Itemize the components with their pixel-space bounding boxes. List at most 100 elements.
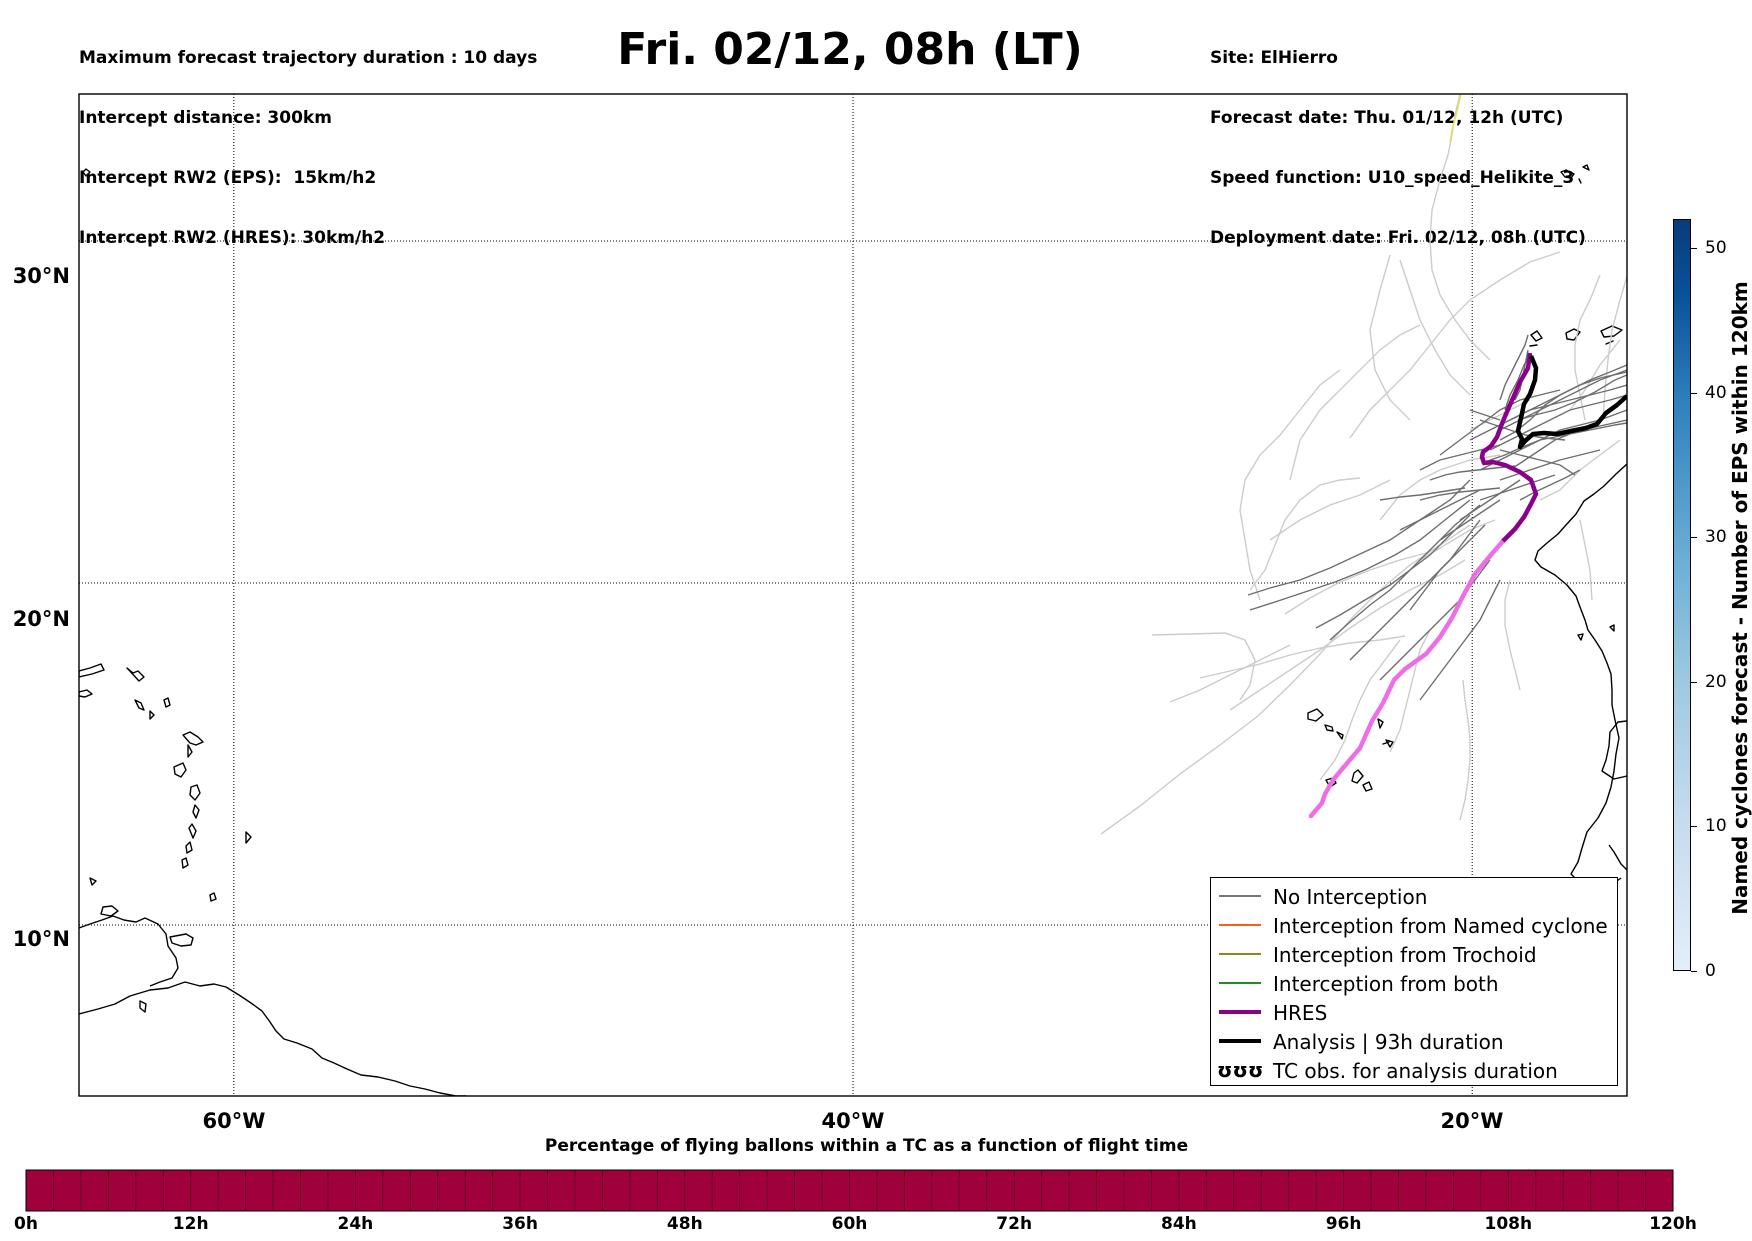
- eps-track: [1499, 334, 1529, 401]
- eps-track: [1289, 324, 1421, 481]
- legend-label: No Interception: [1273, 885, 1428, 909]
- eps-track: [1399, 259, 1471, 396]
- eps-track: [1419, 579, 1501, 701]
- header-left-line: Intercept distance: 300km: [79, 108, 332, 128]
- lat-tick-label: 10°N: [12, 927, 70, 951]
- legend-swatch: [1219, 1039, 1261, 1043]
- colorbar-tick-mark: [1691, 681, 1697, 683]
- colorbar-tick-mark: [1691, 247, 1697, 249]
- legend-swatch: [1219, 924, 1261, 926]
- eps-track: [1379, 487, 1466, 501]
- flight-time-tick-label: 24h: [337, 1214, 374, 1234]
- eps-track: [1329, 504, 1481, 641]
- coast-madeira: [1560, 164, 1590, 184]
- hres-projection-track: [1308, 538, 1506, 819]
- coast-africa-south: [1608, 844, 1627, 871]
- eps-track: [1284, 551, 1431, 615]
- coast-guadeloupe: [182, 731, 204, 758]
- eps-track: [1509, 419, 1627, 471]
- legend-item-no-interception: No Interception: [1211, 883, 1617, 912]
- coast-virgin-islands: [126, 667, 155, 720]
- flight-time-tick-label: 108h: [1484, 1214, 1533, 1234]
- coast-south-america: [79, 981, 466, 1096]
- eps-track: [1574, 274, 1601, 421]
- colorbar-tick-mark: [1691, 971, 1697, 972]
- header-left-line: Intercept RW2 (HRES): 30km/h2: [79, 228, 386, 248]
- legend-item-both: Interception from both: [1211, 970, 1617, 999]
- flight-time-tick-label: 72h: [996, 1214, 1033, 1234]
- eps-track: [1379, 454, 1501, 521]
- flight-time-tick-label: 36h: [502, 1214, 538, 1234]
- map-frame: [78, 93, 1628, 1097]
- coast-small-islands: [82, 168, 252, 917]
- legend-swatch: [1219, 982, 1261, 984]
- eps-track: [1489, 422, 1627, 461]
- eps-track: [1499, 449, 1601, 481]
- legend-item-trochoid: Interception from Trochoid: [1211, 941, 1617, 970]
- eps-track: [1504, 579, 1521, 691]
- lon-tick-label: 60°W: [202, 1109, 266, 1133]
- coast-venezuela-gulf: [79, 915, 179, 987]
- coast-puerto-rico: [79, 663, 105, 698]
- eps-track: [1409, 524, 1486, 611]
- eps-track: [1249, 499, 1471, 611]
- eps-track: [1247, 479, 1471, 596]
- coast-antilles: [139, 762, 217, 1013]
- eps-count-colorbar: [1673, 219, 1691, 971]
- eps-track: [1349, 251, 1561, 439]
- eps-track: [1479, 474, 1556, 501]
- colorbar-tick-label: 30: [1705, 527, 1727, 548]
- eps-track: [1517, 374, 1627, 421]
- colorbar-tick-label: 10: [1705, 816, 1727, 837]
- flight-time-tick-label: 120h: [1649, 1214, 1697, 1234]
- legend-item-hres: HRES: [1211, 999, 1617, 1028]
- eps-track: [1369, 254, 1411, 421]
- header-left: Maximum forecast trajectory duration : 1…: [79, 8, 537, 268]
- legend-label: Interception from Trochoid: [1273, 943, 1537, 967]
- eps-track: [1379, 559, 1491, 681]
- eps-track: [1269, 479, 1391, 541]
- legend-label: Analysis | 93h duration: [1273, 1030, 1504, 1054]
- eps-track: [1315, 514, 1471, 629]
- legend-label: HRES: [1273, 1001, 1328, 1025]
- eps-track: [1429, 465, 1516, 481]
- tc-obs-icon: ʊʊʊ: [1217, 1058, 1264, 1082]
- header-right-line: Site: ElHierro: [1210, 48, 1338, 68]
- header-right: Site: ElHierro Forecast date: Thu. 01/12…: [1210, 8, 1586, 268]
- eps-track: [1169, 644, 1291, 703]
- page-title: Fri. 02/12, 08h (LT): [617, 24, 1083, 75]
- eps-track: [1199, 635, 1406, 679]
- coast-africa: [1534, 463, 1627, 889]
- legend-swatch: [1219, 1010, 1261, 1014]
- eps-track: [1100, 524, 1471, 835]
- lon-tick-label: 20°W: [1440, 1109, 1504, 1133]
- eps-track: [1319, 639, 1401, 781]
- eps-track: [1459, 479, 1521, 521]
- flight-time-tick-label: 0h: [14, 1214, 38, 1234]
- flight-time-colorbar-title: Percentage of flying ballons within a TC…: [544, 1136, 1189, 1156]
- eps-track: [1439, 389, 1561, 456]
- eps-track: [1439, 499, 1501, 541]
- eps-track: [1399, 489, 1481, 531]
- colorbar-tick-label: 20: [1705, 671, 1727, 692]
- flight-time-tick-label: 12h: [172, 1214, 209, 1234]
- eps-track: [1249, 477, 1361, 591]
- legend-item-named-cyclone: Interception from Named cyclone: [1211, 912, 1617, 941]
- legend-label: Interception from Named cyclone: [1273, 914, 1608, 938]
- eps-track: [1349, 519, 1481, 661]
- eps-track: [1429, 94, 1491, 361]
- colorbar-tick-label: 40: [1705, 382, 1727, 403]
- eps-track: [1519, 469, 1581, 501]
- eps-track: [1239, 369, 1341, 601]
- eps-track: [1579, 519, 1593, 601]
- flight-time-tick-label: 84h: [1161, 1214, 1197, 1234]
- eps-track: [1419, 487, 1501, 501]
- coast-africa-west: [1601, 720, 1627, 780]
- legend-label: TC obs. for analysis duration: [1273, 1059, 1558, 1083]
- legend-swatch: [1219, 895, 1261, 897]
- eps-track: [1469, 409, 1501, 421]
- coast-trinidad: [169, 933, 194, 947]
- map-legend: No Interception Interception from Named …: [1210, 877, 1618, 1086]
